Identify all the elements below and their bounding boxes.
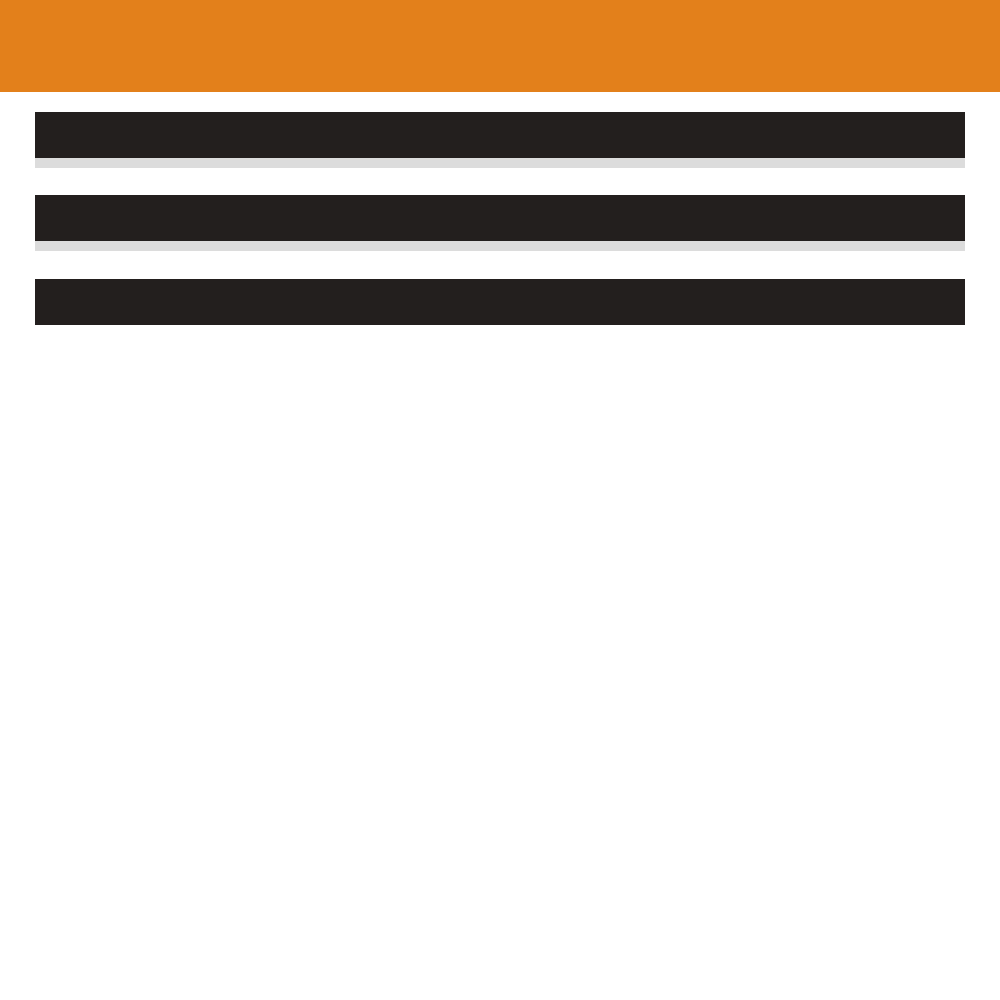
man-size-table-wrap bbox=[35, 112, 965, 168]
women-corner-label bbox=[35, 195, 965, 241]
page-banner bbox=[0, 0, 1000, 92]
man-table-head bbox=[35, 112, 965, 158]
youth-header-row bbox=[35, 279, 965, 325]
youth-table-bottom-pad bbox=[35, 325, 965, 335]
women-table-head bbox=[35, 195, 965, 241]
youth-size-table bbox=[35, 279, 965, 325]
youth-table-head bbox=[35, 279, 965, 325]
youth-size-table-wrap bbox=[35, 279, 965, 335]
women-header-row bbox=[35, 195, 965, 241]
man-header-row bbox=[35, 112, 965, 158]
youth-corner-label bbox=[35, 279, 965, 325]
man-table-bottom-pad bbox=[35, 158, 965, 168]
women-size-table-wrap bbox=[35, 195, 965, 251]
women-table-bottom-pad bbox=[35, 241, 965, 251]
man-size-table bbox=[35, 112, 965, 158]
women-size-table bbox=[35, 195, 965, 241]
man-corner-label bbox=[35, 112, 965, 158]
